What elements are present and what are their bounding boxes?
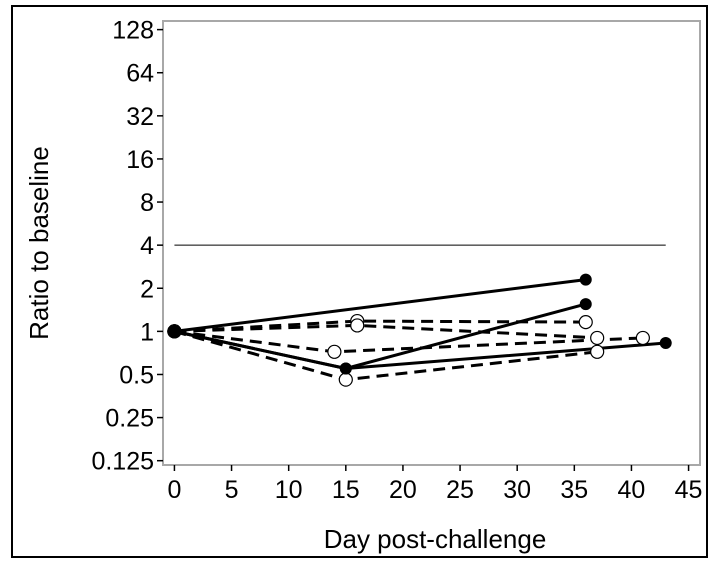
y-tick-label: 128 — [112, 17, 154, 45]
data-point-open — [578, 315, 593, 330]
data-point-filled — [659, 336, 672, 349]
x-axis-title: Day post-challenge — [324, 524, 547, 554]
x-tick-label: 20 — [389, 476, 417, 504]
y-tick-label: 0.125 — [91, 448, 154, 476]
data-point-filled — [579, 273, 592, 286]
y-tick-label: 2 — [140, 275, 154, 303]
y-tick-label: 64 — [126, 60, 154, 88]
data-point-filled — [339, 362, 352, 375]
x-tick-label: 0 — [167, 476, 181, 504]
series-line — [174, 329, 643, 354]
data-point-filled — [579, 298, 592, 311]
x-tick-label: 10 — [275, 476, 303, 504]
data-point-open — [350, 318, 365, 333]
series-line — [174, 302, 587, 370]
y-tick-label: 32 — [126, 103, 154, 131]
data-point-open — [635, 330, 650, 346]
x-tick-label: 45 — [675, 476, 703, 504]
x-tick-label: 35 — [560, 476, 588, 504]
data-point-open — [590, 330, 605, 346]
x-tick-label: 40 — [618, 476, 646, 504]
y-tick-label: 16 — [126, 146, 154, 174]
y-tick-label: 4 — [140, 232, 154, 260]
x-tick-label: 30 — [503, 476, 531, 504]
y-tick-label: 0.25 — [105, 405, 154, 433]
data-point-open — [590, 344, 605, 359]
plot-area — [162, 20, 701, 466]
data-point-filled — [168, 325, 181, 338]
data-point-open — [338, 372, 353, 387]
y-tick-label: 0.5 — [119, 361, 154, 389]
x-tick-label: 15 — [332, 476, 360, 504]
y-axis-title: Ratio to baseline — [24, 146, 54, 340]
y-tick-label: 1 — [140, 318, 154, 346]
x-tick-label: 5 — [225, 476, 239, 504]
x-tick-label: 25 — [446, 476, 474, 504]
y-tick-label: 8 — [140, 189, 154, 217]
series-line — [174, 278, 586, 333]
data-point-open — [327, 344, 342, 359]
